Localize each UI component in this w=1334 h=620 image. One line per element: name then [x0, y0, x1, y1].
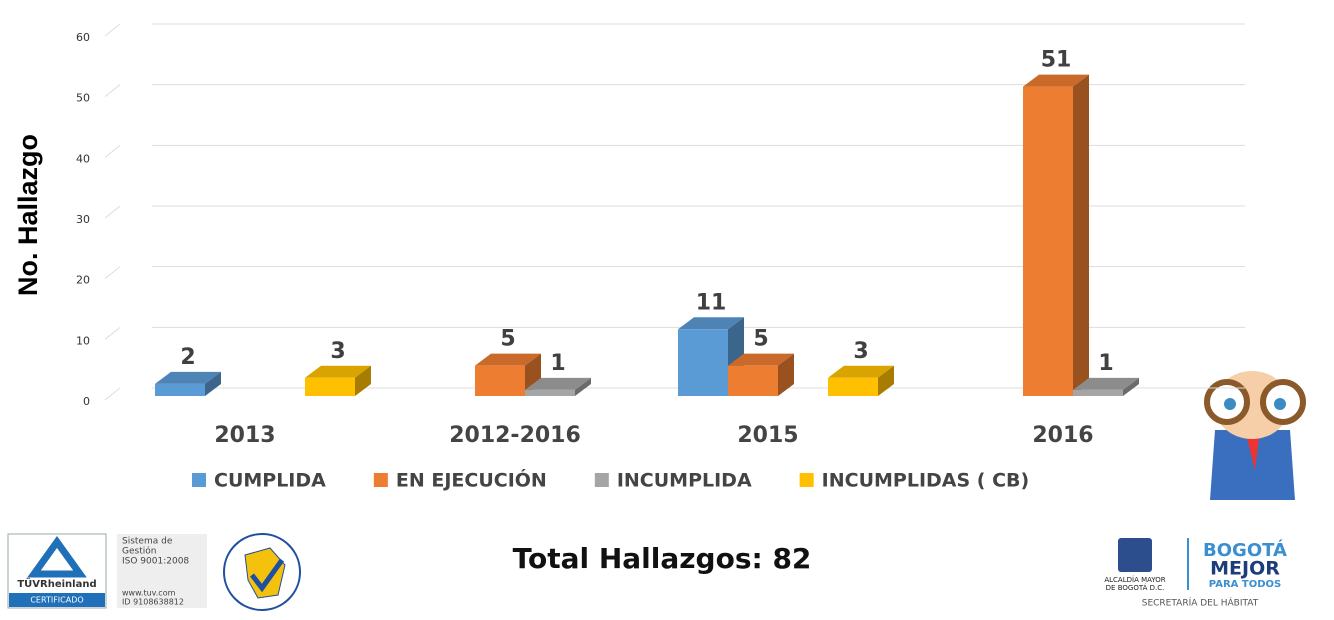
- bar: [305, 377, 355, 396]
- legend-swatch: [373, 473, 388, 487]
- brand: PARA TODOS: [1209, 579, 1281, 590]
- secretaria: SECRETARÍA DEL HÁBITAT: [1142, 597, 1259, 609]
- bar-top: [475, 353, 541, 366]
- x-tick-label: 2016: [1032, 423, 1093, 448]
- grid-line: [104, 266, 121, 280]
- cartoon-eye: [1224, 398, 1236, 410]
- brand: MEJOR: [1210, 558, 1280, 580]
- bar-side: [778, 353, 794, 396]
- tuv-web: www.tuv.com: [122, 589, 176, 598]
- y-axis-label: No. Hallazgo: [13, 134, 43, 296]
- bar-top: [728, 353, 794, 366]
- grid-line: [104, 84, 121, 98]
- tuv-badge: CERTIFICADO: [30, 596, 83, 605]
- data-label: 1: [550, 351, 565, 376]
- tuv-system: ISO 9001:2008: [122, 557, 189, 567]
- legend-label: CUMPLIDA: [214, 470, 326, 492]
- grid-line: [104, 326, 121, 340]
- data-label: 11: [696, 290, 727, 315]
- legend-label: EN EJECUCIÓN: [396, 468, 547, 492]
- y-tick-label: 20: [76, 274, 90, 287]
- data-label: 1: [1098, 351, 1113, 376]
- data-label: 3: [853, 339, 868, 364]
- legend-swatch: [192, 473, 206, 487]
- total: Total Hallazgos: 82: [513, 542, 812, 575]
- tuv-brand: TÜVRheinland: [17, 576, 96, 590]
- tuv-web: ID 9108638812: [122, 598, 184, 607]
- bar-top: [155, 371, 221, 384]
- grid-line: [104, 144, 121, 158]
- bogota-logo: ALCALDÍA MAYOR DE BOGOTÁ D.C. BOGOTÁ MEJ…: [1104, 538, 1287, 609]
- y-tick-label: 0: [83, 395, 90, 408]
- grid-line: [104, 205, 121, 219]
- legend-label: INCUMPLIDAS ( CB): [822, 470, 1030, 492]
- tuv-badge-bg: [9, 593, 105, 607]
- grid-line: [104, 23, 121, 37]
- x-tick-label: 2012-2016: [449, 423, 581, 448]
- bar-side: [575, 377, 591, 396]
- tuv-logo: TÜVRheinland CERTIFICADO Sistema de Gest…: [7, 533, 301, 611]
- alcaldia: ALCALDÍA MAYOR: [1104, 575, 1165, 584]
- bar: [155, 383, 205, 396]
- data-label: 3: [330, 339, 345, 364]
- y-tick-label: 10: [76, 334, 90, 347]
- bar: [678, 329, 728, 396]
- y-tick-label: 60: [76, 31, 90, 44]
- tuv-system: Sistema de: [122, 537, 173, 547]
- check: [250, 558, 285, 593]
- tuv-system: Gestión: [122, 546, 156, 557]
- y-tick-label: 30: [76, 213, 90, 226]
- tuv-triangle: [27, 536, 87, 578]
- coat-of-arms: [1118, 538, 1152, 572]
- data-label: 51: [1041, 48, 1072, 73]
- legend-label: INCUMPLIDA: [617, 470, 752, 492]
- tuv-info-bg: [117, 534, 207, 608]
- bar-side: [878, 365, 894, 396]
- legend-swatch: [594, 473, 609, 487]
- cartoon-eye: [1274, 398, 1286, 410]
- cartoon-tie: [1245, 430, 1260, 470]
- data-label: 5: [753, 327, 768, 352]
- bar: [1073, 389, 1123, 396]
- bar-side: [205, 371, 221, 396]
- y-tick-label: 50: [76, 92, 90, 105]
- alcaldia: DE BOGOTÁ D.C.: [1106, 583, 1165, 592]
- bar-side: [1073, 74, 1089, 396]
- bar-top: [678, 317, 744, 330]
- bar-top: [525, 377, 591, 390]
- brand: BOGOTÁ: [1203, 539, 1287, 561]
- bar-top: [1073, 377, 1139, 390]
- bar: [1023, 86, 1073, 396]
- bar-top: [305, 365, 371, 378]
- bar-side: [355, 365, 371, 396]
- bar: [728, 365, 778, 396]
- bar: [828, 377, 878, 396]
- bar-top: [1023, 74, 1089, 87]
- x-tick-label: 2013: [214, 423, 275, 448]
- cartoon-body: [1210, 430, 1295, 500]
- bar: [475, 365, 525, 396]
- cartoon: [1204, 371, 1306, 500]
- data-label: 2: [180, 345, 195, 370]
- grid-line: [104, 387, 121, 401]
- bar-side: [1123, 377, 1139, 396]
- colombia-map: [244, 547, 286, 599]
- legend-swatch: [799, 473, 814, 487]
- y-tick-label: 40: [76, 152, 90, 165]
- data-label: 5: [500, 327, 515, 352]
- x-tick-label: 2015: [737, 423, 798, 448]
- bar-top: [828, 365, 894, 378]
- bar: [525, 389, 575, 396]
